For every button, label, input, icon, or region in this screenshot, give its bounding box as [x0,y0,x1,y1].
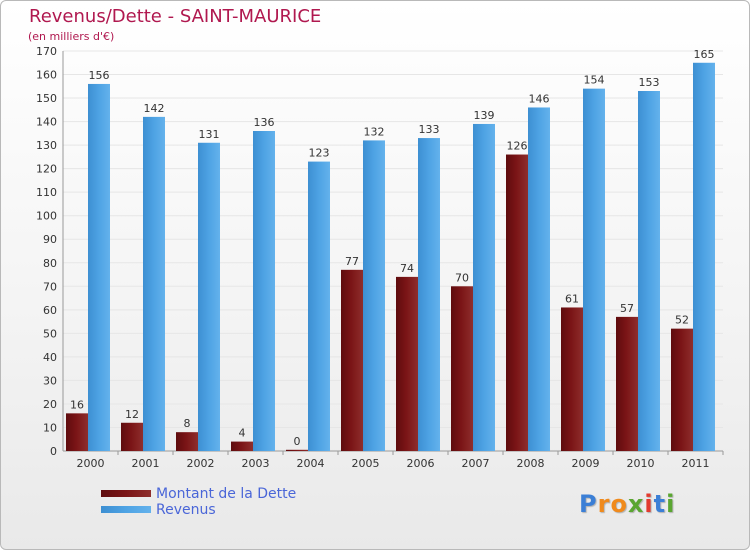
y-tick-label-160: 160 [36,69,57,82]
x-tick-label-2005: 2005 [352,457,380,470]
logo-letter: i [666,490,676,518]
data-label-revenus-2004: 123 [309,147,330,160]
chart-title: Revenus/Dette - SAINT-MAURICE [29,6,322,27]
bar-dette-2010 [616,316,638,451]
x-tick-label-2002: 2002 [187,457,215,470]
bar-dette-2002 [176,432,198,451]
x-tick-label-2011: 2011 [682,457,710,470]
data-label-dette-2000: 16 [70,398,84,411]
y-tick-label-80: 80 [43,257,57,270]
bar-revenus-2010 [638,91,660,451]
data-label-dette-2010: 57 [620,302,634,315]
data-label-dette-2006: 74 [400,262,414,275]
bar-dette-2000 [66,413,88,451]
y-tick-label-130: 130 [36,139,57,152]
x-tick-label-2003: 2003 [242,457,270,470]
data-label-dette-2009: 61 [565,292,579,305]
x-tick-label-2009: 2009 [572,457,600,470]
x-tick-label-2007: 2007 [462,457,490,470]
logo-letter: r [597,490,611,518]
x-tick-label-2008: 2008 [517,457,545,470]
logo-letter: o [610,490,628,518]
bar-revenus-2001 [143,116,165,451]
bar-revenus-2009 [583,88,605,451]
legend-label-dette: Montant de la Dette [156,486,297,502]
y-tick-label-0: 0 [50,445,57,458]
y-tick-label-70: 70 [43,280,57,293]
y-tick-label-100: 100 [36,210,57,223]
bar-revenus-2008 [528,107,550,452]
bar-dette-2011 [671,328,693,451]
data-label-revenus-2009: 154 [584,74,605,87]
x-tick-label-2004: 2004 [297,457,325,470]
data-label-dette-2011: 52 [675,314,689,327]
data-label-revenus-2005: 132 [364,125,385,138]
bar-dette-2001 [121,422,143,451]
bar-revenus-2005 [363,140,385,452]
data-label-dette-2005: 77 [345,255,359,268]
y-tick-label-50: 50 [43,327,57,340]
data-label-revenus-2007: 139 [474,109,495,122]
y-tick-label-170: 170 [36,45,57,58]
y-tick-label-110: 110 [36,186,57,199]
bar-revenus-2006 [418,138,440,451]
legend-swatch-revenus [101,506,151,513]
y-tick-label-120: 120 [36,163,57,176]
y-tick-label-140: 140 [36,116,57,129]
data-label-dette-2007: 70 [455,271,469,284]
data-label-revenus-2006: 133 [419,123,440,136]
x-tick-label-2001: 2001 [132,457,160,470]
chart-subtitle: (en milliers d'€) [28,30,115,43]
x-tick-label-2006: 2006 [407,457,435,470]
data-label-dette-2004: 0 [294,435,301,448]
logo-letter: i [644,490,654,518]
bar-revenus-2007 [473,123,495,452]
data-label-revenus-2001: 142 [144,102,165,115]
data-label-revenus-2011: 165 [694,48,715,61]
data-label-dette-2002: 8 [184,417,191,430]
y-tick-label-150: 150 [36,92,57,105]
bar-revenus-2000 [88,83,110,452]
logo-letter: x [627,490,645,518]
x-tick-label-2000: 2000 [77,457,105,470]
data-label-revenus-2002: 131 [199,128,220,141]
bar-revenus-2004 [308,161,330,451]
data-label-revenus-2008: 146 [529,92,550,105]
y-tick-label-90: 90 [43,233,57,246]
bar-dette-2007 [451,286,473,451]
y-tick-label-60: 60 [43,304,57,317]
bar-dette-2003 [231,441,253,451]
data-label-revenus-2003: 136 [254,116,275,129]
legend-swatch-dette [101,490,151,497]
data-label-revenus-2000: 156 [89,69,110,82]
bar-revenus-2011 [693,62,715,451]
bar-dette-2009 [561,307,583,451]
y-tick-label-20: 20 [43,398,57,411]
proxiti-logo: Proxiti [579,490,675,518]
data-label-dette-2001: 12 [125,408,139,421]
data-label-dette-2008: 126 [507,140,528,153]
x-tick-label-2010: 2010 [627,457,655,470]
logo-letter: t [653,490,667,518]
bar-dette-2006 [396,276,418,451]
bar-dette-2008 [506,154,528,451]
logo-letter: P [579,490,598,518]
bar-dette-2005 [341,269,363,451]
data-label-dette-2003: 4 [239,427,246,440]
y-tick-label-30: 30 [43,374,57,387]
bar-revenus-2003 [253,131,275,451]
bar-revenus-2002 [198,142,220,451]
y-tick-label-10: 10 [43,421,57,434]
data-label-revenus-2010: 153 [639,76,660,89]
legend-label-revenus: Revenus [156,502,216,518]
y-tick-label-40: 40 [43,351,57,364]
bar-dette-2004 [286,449,308,451]
